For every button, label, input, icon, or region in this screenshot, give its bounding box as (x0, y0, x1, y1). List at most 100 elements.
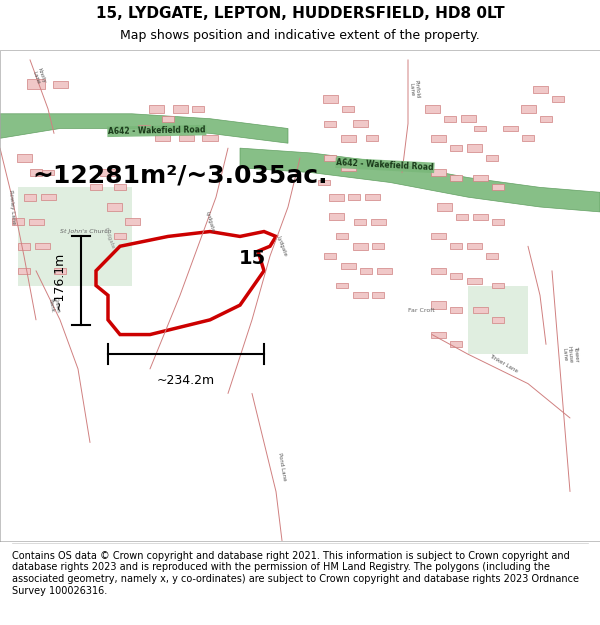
Bar (467, 278, 482, 284)
Text: ~12281m²/~3.035ac.: ~12281m²/~3.035ac. (32, 163, 328, 187)
Text: Rowley Lane: Rowley Lane (8, 189, 16, 224)
Text: Green
Bank: Green Bank (47, 296, 61, 314)
Bar (467, 144, 482, 152)
Bar (492, 317, 504, 322)
Bar (366, 136, 378, 141)
Bar (540, 116, 552, 122)
Bar (353, 242, 367, 250)
Text: Tower
House
Lane: Tower House Lane (561, 345, 579, 364)
Bar (100, 169, 115, 176)
Text: A642 - Wakefield Road: A642 - Wakefield Road (108, 126, 206, 136)
Bar (521, 105, 536, 112)
Bar (324, 253, 336, 259)
Bar (318, 179, 330, 186)
Bar (486, 155, 498, 161)
Bar (431, 268, 445, 274)
Bar (353, 292, 367, 298)
Bar (324, 121, 336, 126)
Bar (354, 219, 366, 224)
Bar (473, 174, 488, 181)
Bar (431, 234, 445, 239)
Text: Lydgate: Lydgate (205, 211, 215, 233)
Bar (450, 307, 462, 313)
Bar (329, 194, 344, 201)
Bar (522, 136, 534, 141)
Bar (27, 79, 45, 89)
Bar (431, 332, 445, 338)
Bar (54, 268, 66, 274)
Bar (192, 106, 204, 112)
Bar (348, 194, 360, 200)
Text: Tinker Lane: Tinker Lane (489, 354, 519, 374)
Bar (30, 169, 42, 176)
Bar (12, 218, 24, 226)
Bar (336, 234, 348, 239)
Bar (486, 253, 498, 259)
Bar (461, 115, 476, 122)
Bar (492, 282, 504, 289)
Bar (341, 134, 355, 142)
Bar (114, 234, 126, 239)
Bar (41, 194, 56, 200)
Bar (114, 184, 126, 191)
Bar (18, 268, 30, 274)
Bar (29, 219, 44, 224)
Text: Knoty
Lane: Knoty Lane (31, 68, 47, 86)
Bar (342, 106, 354, 112)
Bar (155, 136, 170, 141)
Text: Lydgate: Lydgate (102, 224, 115, 249)
Bar (202, 136, 218, 141)
Text: ~176.1m: ~176.1m (53, 251, 66, 310)
Bar (372, 243, 384, 249)
Polygon shape (0, 114, 288, 143)
Bar (35, 243, 50, 249)
Polygon shape (18, 188, 132, 286)
Bar (444, 116, 456, 122)
Bar (467, 243, 482, 249)
Bar (503, 126, 517, 131)
Bar (341, 165, 355, 171)
Text: 15, LYDGATE, LEPTON, HUDDERSFIELD, HD8 0LT: 15, LYDGATE, LEPTON, HUDDERSFIELD, HD8 0… (95, 6, 505, 21)
Bar (24, 194, 36, 201)
Bar (125, 218, 139, 226)
Bar (323, 96, 338, 102)
Bar (53, 81, 68, 88)
Bar (353, 120, 367, 127)
Bar (42, 170, 54, 175)
Bar (162, 116, 174, 122)
Bar (377, 268, 392, 274)
Text: A642 - Wakefield Road: A642 - Wakefield Road (336, 158, 434, 172)
Text: Map shows position and indicative extent of the property.: Map shows position and indicative extent… (120, 29, 480, 42)
Bar (450, 145, 462, 151)
Bar (450, 272, 462, 279)
Bar (18, 242, 30, 250)
Bar (450, 341, 462, 348)
Bar (450, 243, 462, 249)
Bar (360, 268, 372, 274)
Bar (492, 184, 504, 191)
Bar (474, 126, 486, 131)
Bar (329, 213, 344, 221)
Bar (365, 194, 380, 200)
Text: Lydgate: Lydgate (276, 235, 288, 258)
Bar (431, 169, 445, 176)
Bar (431, 301, 445, 309)
Text: Pinfold
Lane: Pinfold Lane (408, 79, 420, 99)
Polygon shape (240, 148, 600, 212)
Bar (341, 263, 355, 269)
Bar (336, 282, 348, 289)
Bar (179, 136, 193, 141)
Bar (324, 155, 336, 161)
Bar (431, 134, 445, 142)
Bar (17, 154, 32, 162)
Bar (372, 292, 384, 298)
Bar (425, 105, 439, 112)
Bar (473, 214, 488, 220)
Bar (90, 184, 102, 191)
Bar (456, 214, 468, 220)
Text: St John's Church: St John's Church (60, 229, 112, 234)
Text: Far Croft: Far Croft (408, 308, 435, 312)
Text: Contains OS data © Crown copyright and database right 2021. This information is : Contains OS data © Crown copyright and d… (12, 551, 579, 596)
Bar (533, 86, 548, 93)
Bar (138, 125, 150, 132)
